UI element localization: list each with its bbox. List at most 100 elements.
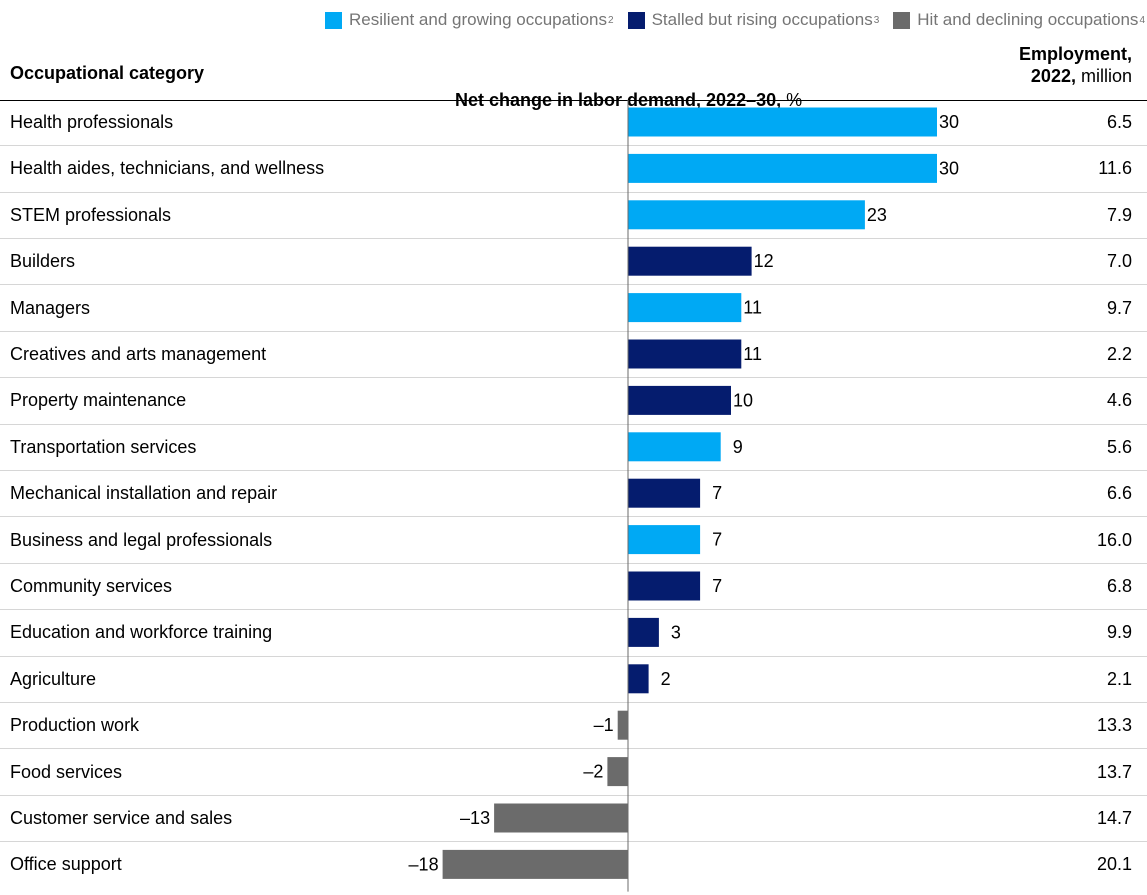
- category-label: Transportation services: [10, 436, 197, 457]
- category-label: Agriculture: [10, 668, 97, 689]
- employment-value: 16.0: [1096, 529, 1132, 550]
- row-separator: [0, 702, 1147, 703]
- legend-note-declining: 4: [1139, 14, 1145, 26]
- employment-value: 5.6: [1106, 436, 1132, 457]
- bar-resilient: [628, 153, 937, 183]
- bar-value-label: 11: [743, 344, 762, 364]
- legend-swatch-resilient: [325, 11, 343, 29]
- employment-header-title: Employment,: [1018, 44, 1132, 64]
- bar-resilient: [628, 107, 937, 137]
- bar-declining: [442, 849, 628, 879]
- employment-column-header: Employment, 2022, million: [1019, 43, 1132, 87]
- row-separator: [0, 841, 1147, 842]
- row-separator: [0, 516, 1147, 517]
- bar-stalled: [628, 664, 649, 694]
- bar-value-label: 9: [733, 437, 743, 457]
- legend-label-declining: Hit and declining occupations: [917, 10, 1139, 29]
- category-label: Health professionals: [10, 112, 174, 132]
- bar-stalled: [628, 478, 701, 508]
- bar-value-label: 3: [671, 622, 681, 642]
- row-separator: [0, 145, 1147, 146]
- bar-value-label: 10: [733, 390, 753, 410]
- bar-value-label: 11: [743, 298, 762, 318]
- employment-header-unit: million: [1080, 66, 1132, 86]
- bar-stalled: [628, 571, 701, 601]
- legend-note-stalled: 3: [873, 14, 880, 26]
- legend-swatch-stalled: [627, 11, 645, 29]
- bar-value-label: –18: [409, 854, 439, 874]
- bar-declining: [494, 803, 628, 833]
- row-separator: [0, 609, 1147, 610]
- row-separator: [0, 424, 1147, 425]
- category-label: Creatives and arts management: [10, 344, 267, 364]
- employment-value: 9.7: [1106, 297, 1132, 318]
- bar-stalled: [628, 246, 752, 276]
- employment-value: 2.2: [1106, 344, 1132, 364]
- category-label: Builders: [10, 251, 76, 272]
- employment-value: 13.3: [1096, 715, 1132, 736]
- legend-swatch-declining: [893, 11, 911, 29]
- row-separator: [0, 377, 1147, 378]
- category-label: Production work: [10, 715, 140, 736]
- row-separator: [0, 470, 1147, 471]
- bar-stalled: [628, 385, 731, 415]
- category-label: Mechanical installation and repair: [10, 483, 278, 504]
- employment-value: 2.1: [1106, 668, 1132, 689]
- row-separator: [0, 192, 1147, 193]
- bar-resilient: [628, 293, 742, 323]
- bar-value-label: 7: [712, 530, 722, 550]
- bar-stalled: [628, 339, 742, 369]
- bar-value-label: 2: [661, 669, 671, 689]
- bar-resilient: [628, 432, 721, 462]
- category-label: Education and workforce training: [10, 622, 273, 643]
- bar-value-label: –13: [460, 808, 490, 828]
- legend-label-stalled: Stalled but rising occupations: [651, 10, 873, 29]
- row-separator: [0, 331, 1147, 332]
- employment-value: 14.7: [1096, 808, 1132, 828]
- bar-resilient: [628, 200, 865, 230]
- bar-declining: [617, 710, 628, 740]
- row-separator: [0, 238, 1147, 239]
- legend-item-stalled: Stalled but rising occupations 3: [627, 10, 880, 30]
- employment-value: 6.5: [1106, 112, 1132, 132]
- employment-value: 13.7: [1096, 761, 1132, 782]
- category-label: Business and legal professionals: [10, 529, 273, 550]
- employment-value: 6.8: [1106, 576, 1132, 596]
- legend: Resilient and growing occupations 2 Stall…: [325, 8, 1145, 32]
- category-label: Managers: [10, 297, 91, 318]
- bar-value-label: 7: [712, 483, 722, 503]
- category-label: Property maintenance: [10, 390, 187, 411]
- bar-value-label: 30: [939, 158, 959, 178]
- category-column-header: Occupational category: [10, 63, 205, 83]
- employment-value: 6.6: [1106, 483, 1132, 504]
- employment-value: 4.6: [1106, 390, 1132, 411]
- bar-value-label: –1: [594, 715, 614, 735]
- category-label: Community services: [10, 576, 173, 596]
- employment-value: 7.9: [1106, 204, 1132, 225]
- employment-value: 7.0: [1106, 251, 1132, 272]
- bar-value-label: 12: [754, 251, 774, 271]
- employment-header-year: 2022,: [1030, 66, 1076, 86]
- bar-declining: [607, 757, 628, 787]
- category-label: Customer service and sales: [10, 808, 233, 828]
- category-label: Office support: [10, 854, 122, 875]
- employment-value: 11.6: [1098, 158, 1132, 179]
- bar-value-label: 7: [712, 576, 722, 596]
- legend-item-declining: Hit and declining occupations 4: [893, 10, 1145, 30]
- legend-note-resilient: 2: [608, 14, 614, 26]
- bar-value-label: 23: [867, 205, 887, 225]
- row-separator: [0, 795, 1147, 796]
- bar-value-label: 30: [939, 112, 959, 132]
- bar-resilient: [628, 525, 701, 555]
- legend-item-resilient: Resilient and growing occupations 2: [325, 10, 614, 30]
- row-separator: [0, 563, 1147, 564]
- category-label: STEM professionals: [10, 204, 172, 225]
- bar-stalled: [628, 617, 659, 647]
- row-separator: [0, 284, 1147, 285]
- header-rule: [0, 100, 1147, 101]
- employment-value: 20.1: [1096, 854, 1132, 875]
- row-separator: [0, 748, 1147, 749]
- employment-value: 9.9: [1106, 622, 1132, 643]
- category-label: Health aides, technicians, and wellness: [10, 158, 325, 179]
